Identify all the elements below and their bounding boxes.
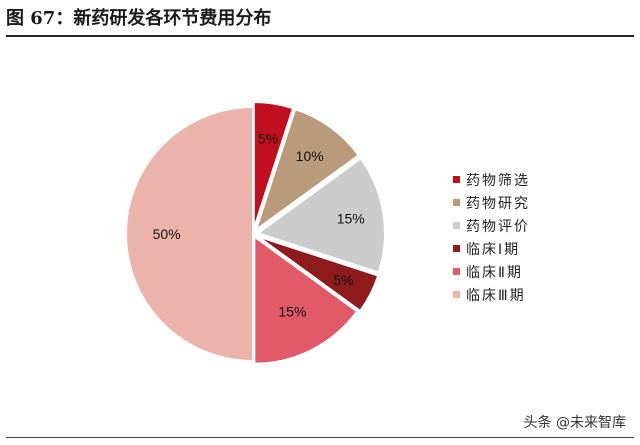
legend-swatch <box>453 245 460 252</box>
legend-swatch <box>453 199 460 206</box>
legend-label: 药物评价 <box>466 218 530 235</box>
legend-label: 临床Ⅰ期 <box>466 241 521 258</box>
legend-item-2: 药物研究 <box>453 191 530 214</box>
legend-item-3: 药物评价 <box>453 214 530 237</box>
slice-label-4: 5% <box>333 272 353 288</box>
chart-title: 图 67：新药研发各环节费用分布 <box>6 8 272 29</box>
pie-slice-1 <box>252 101 295 230</box>
title-divider <box>6 35 634 37</box>
slice-label-5: 15% <box>278 303 306 319</box>
slice-label-6: 50% <box>153 226 181 242</box>
legend-swatch <box>453 176 460 183</box>
slice-label-2: 10% <box>296 148 324 164</box>
legend-swatch <box>453 268 460 275</box>
legend-label: 临床Ⅱ期 <box>466 264 523 281</box>
pie-slice-6 <box>125 105 254 363</box>
legend-swatch <box>453 222 460 229</box>
legend-label: 药物研究 <box>466 195 530 212</box>
legend-item-1: 药物筛选 <box>453 168 530 191</box>
legend-item-4: 临床Ⅰ期 <box>453 237 530 260</box>
legend-item-6: 临床Ⅲ期 <box>453 283 530 306</box>
legend-label: 临床Ⅲ期 <box>466 287 526 304</box>
bottom-divider <box>6 437 634 438</box>
watermark: 头条 @未来智库 <box>523 415 626 431</box>
pie-slice-4 <box>256 235 380 313</box>
legend-swatch <box>453 291 460 298</box>
legend-label: 药物筛选 <box>466 172 530 189</box>
chart-legend: 药物筛选药物研究药物评价临床Ⅰ期临床Ⅱ期临床Ⅲ期 <box>453 168 530 306</box>
pie-slice-5 <box>253 234 359 365</box>
pie-slice-2 <box>254 107 361 233</box>
slice-label-3: 15% <box>337 211 365 227</box>
legend-item-5: 临床Ⅱ期 <box>453 260 530 283</box>
slice-label-1: 5% <box>258 131 278 147</box>
pie-slice-3 <box>255 157 386 274</box>
